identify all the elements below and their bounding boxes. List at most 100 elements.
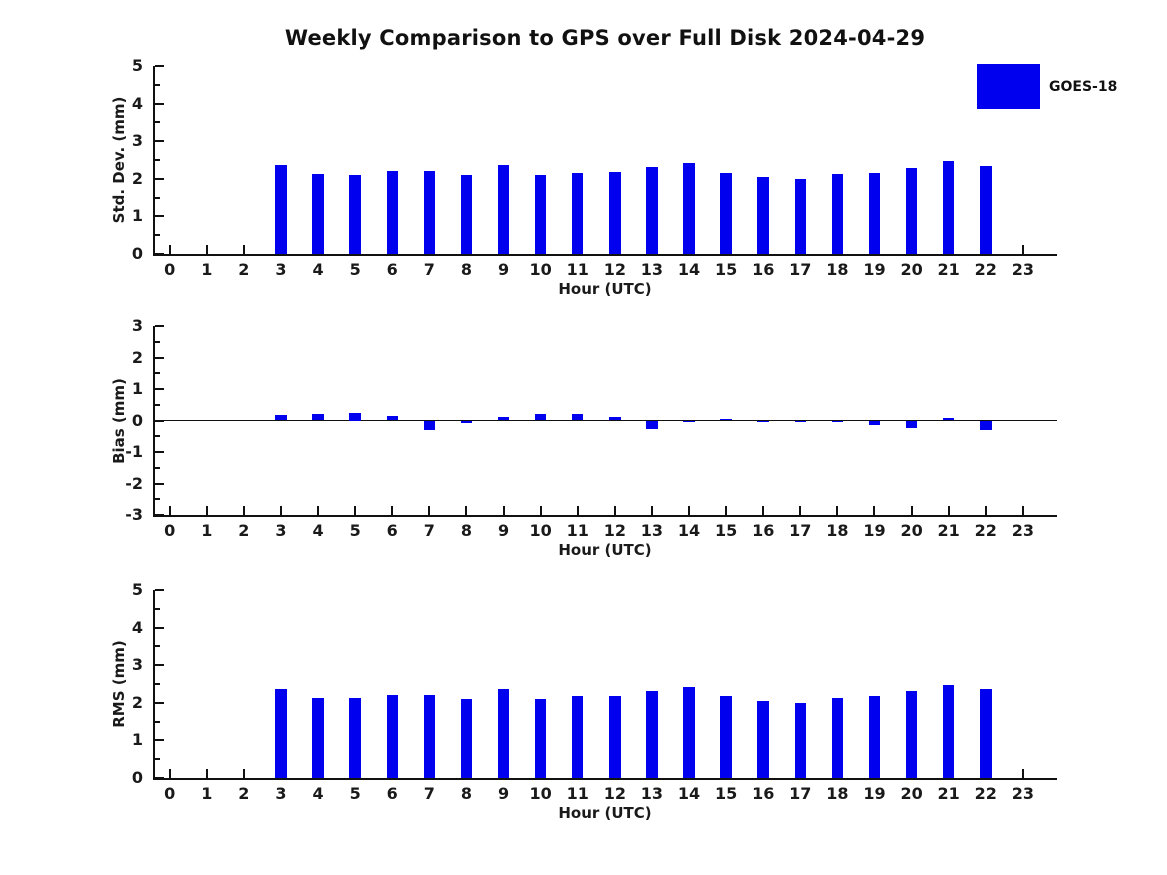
std-dev-x-tick-label: 11 (566, 260, 589, 279)
legend-color-swatch (977, 64, 1040, 109)
bias-x-tick (836, 506, 839, 515)
rms-bar-h13 (646, 690, 658, 778)
bias-zero-line (155, 419, 1057, 422)
rms-x-tick-label: 10 (529, 784, 552, 803)
std-dev-x-axis-label: Hour (UTC) (558, 280, 652, 298)
bias-bar-h22 (980, 420, 992, 430)
rms-bar-h22 (980, 688, 992, 778)
rms-bar-h15 (720, 696, 732, 778)
bias-y-minor-tick (155, 372, 160, 375)
rms-y-minor-tick (155, 758, 160, 761)
rms-y-tick-label: 3 (131, 655, 143, 675)
rms-bar-h5 (349, 697, 361, 778)
bias-y-major-tick (155, 325, 164, 327)
rms-x-tick (1021, 769, 1024, 778)
std-dev-x-tick-label: 13 (640, 260, 664, 279)
std-dev-bar-h16 (757, 177, 769, 254)
rms-x-tick-label: 4 (312, 784, 324, 803)
bias-y-major-tick (155, 482, 164, 485)
bias-x-tick (539, 506, 542, 515)
std-dev-y-major-tick (155, 215, 164, 218)
bias-bar-h14 (683, 420, 695, 422)
std-dev-x-tick-label: 8 (460, 260, 472, 279)
std-dev-x-tick-label: 23 (1011, 260, 1034, 279)
bias-x-axis-spine (153, 515, 1057, 517)
bias-x-tick (465, 506, 468, 515)
rms-bar-h6 (386, 694, 398, 778)
std-dev-x-tick-label: 19 (863, 260, 886, 279)
bias-bar-h3 (275, 415, 287, 421)
rms-x-tick (242, 769, 245, 778)
rms-y-tick-label: 0 (131, 768, 143, 787)
std-dev-y-minor-tick (155, 83, 160, 86)
rms-y-axis-spine (153, 590, 155, 780)
rms-y-minor-tick (155, 607, 160, 610)
bias-x-tick (391, 506, 394, 515)
bias-x-tick-label: 2 (238, 521, 250, 540)
bias-x-tick-label: 16 (752, 521, 775, 540)
rms-x-tick-label: 15 (714, 784, 738, 803)
std-dev-x-tick-label: 22 (974, 260, 997, 279)
std-dev-y-minor-tick (155, 196, 160, 199)
rms-y-minor-tick (155, 645, 160, 648)
bias-x-tick (613, 506, 616, 515)
std-dev-bar-h12 (609, 172, 621, 254)
rms-bar-h3 (275, 688, 287, 778)
rms-bar-h8 (460, 698, 473, 778)
bias-bar-h11 (571, 414, 584, 421)
rms-y-major-tick (155, 664, 164, 667)
rms-x-axis-spine (153, 778, 1057, 780)
legend-series-label: GOES-18 (1049, 78, 1118, 95)
std-dev-bar-h21 (942, 161, 955, 254)
rms-y-major-tick (155, 777, 164, 779)
bias-x-tick-label: 17 (789, 521, 812, 540)
std-dev-bar-h10 (534, 175, 547, 254)
rms-bar-h12 (609, 695, 621, 778)
std-dev-bar-h8 (460, 175, 473, 254)
std-dev-x-tick (205, 245, 208, 254)
bias-x-tick-label: 6 (386, 521, 398, 540)
rms-x-tick-label: 0 (164, 784, 176, 803)
bias-bar-h17 (794, 420, 807, 422)
bias-x-tick-label: 21 (937, 521, 960, 540)
bias-y-tick-label: 1 (131, 379, 143, 398)
bias-y-tick-label: 0 (131, 410, 143, 430)
std-dev-x-axis-spine (153, 254, 1057, 256)
rms-x-tick-label: 18 (826, 784, 849, 803)
std-dev-x-tick-label: 14 (677, 260, 701, 279)
std-dev-y-tick-label: 4 (131, 93, 143, 113)
std-dev-y-major-tick (155, 253, 164, 255)
rms-y-axis-label: RMS (mm) (110, 640, 128, 728)
bias-x-tick (799, 506, 802, 515)
std-dev-x-tick-label: 10 (529, 260, 552, 279)
bias-x-tick (873, 506, 876, 515)
rms-y-tick-label: 2 (131, 692, 143, 712)
rms-x-tick-label: 7 (423, 784, 435, 803)
bias-x-tick (205, 506, 208, 515)
std-dev-x-tick (168, 245, 171, 254)
bias-bar-h21 (942, 417, 955, 421)
bias-bar-h15 (720, 418, 732, 421)
std-dev-x-tick-label: 12 (603, 260, 626, 279)
std-dev-x-tick (1021, 245, 1024, 254)
rms-x-tick-label: 8 (460, 784, 472, 803)
bias-x-tick (688, 506, 691, 515)
rms-x-tick-label: 22 (974, 784, 997, 803)
bias-y-axis-label: Bias (mm) (110, 377, 128, 464)
bias-y-minor-tick (155, 498, 160, 501)
bias-x-tick-label: 0 (164, 521, 176, 540)
bias-bar-h10 (534, 413, 547, 421)
std-dev-x-tick-label: 7 (423, 260, 435, 279)
std-dev-bar-h5 (349, 174, 361, 254)
rms-bar-h18 (831, 697, 844, 778)
bias-x-tick (428, 506, 431, 515)
std-dev-x-tick-label: 4 (312, 260, 324, 279)
bias-x-tick-label: 9 (497, 521, 510, 540)
bias-x-tick (947, 506, 950, 515)
bias-x-tick-label: 13 (640, 521, 664, 540)
bias-x-tick-label: 1 (201, 521, 213, 540)
std-dev-bar-h18 (831, 173, 844, 254)
rms-y-tick-label: 1 (131, 730, 143, 750)
std-dev-y-axis-label: Std. Dev. (mm) (110, 96, 128, 224)
std-dev-bar-h11 (571, 172, 584, 254)
